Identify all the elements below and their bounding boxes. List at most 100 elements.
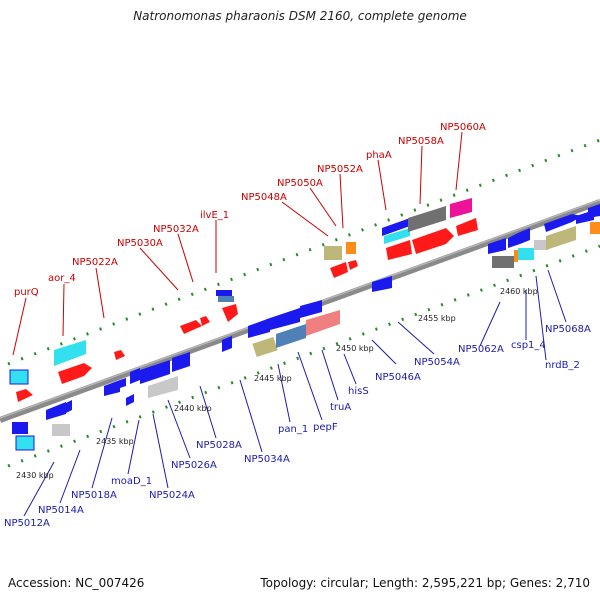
gene-label: NP5062A — [458, 344, 504, 355]
scale-label: 2455 kbp — [418, 314, 456, 323]
gene-np5068a-orange — [590, 222, 600, 234]
gene-label: NP5068A — [545, 324, 591, 335]
gene-label: NP5030A — [117, 238, 163, 249]
gene-truA-pink — [306, 310, 340, 336]
bottom-gene-labels: NP5012A NP5014A NP5018A moaD_1 NP5024A N… — [4, 324, 591, 529]
gene-nrdB2-khaki — [546, 226, 576, 250]
gene-np5012a-blue — [12, 422, 28, 434]
gene-label: NP5014A — [38, 505, 84, 516]
gene-label: hisS — [348, 386, 369, 397]
gene-np5014a-blue — [46, 402, 66, 420]
gene-pepF-khaki — [252, 336, 278, 358]
gene-np5058a-gray — [408, 206, 446, 232]
gene-csp14-orange — [514, 250, 518, 262]
gene-np5060a-red — [456, 218, 478, 236]
gene-moaD1-b — [126, 394, 134, 406]
gene-np5060a-magenta — [450, 198, 472, 218]
forward-strand-genes — [9, 198, 478, 402]
gene-np5034a-blue — [222, 336, 232, 352]
gene-csp14-blue2 — [520, 228, 530, 244]
gene-label: NP5034A — [244, 454, 290, 465]
scale-label: 2440 kbp — [174, 404, 212, 413]
gene-label: NP5028A — [196, 440, 242, 451]
gene-pepF-steel — [276, 324, 306, 348]
gene-purQ-cyan — [9, 369, 29, 385]
gene-np5068a-blue — [544, 214, 582, 232]
gene-np5026a-gray — [148, 376, 178, 398]
gene-label: pan_1 — [278, 424, 308, 435]
gene-edge-blue — [588, 204, 600, 218]
gene-aor4-red — [58, 363, 92, 384]
gene-label: NP5050A — [277, 178, 323, 189]
gene-label: NP5060A — [440, 122, 486, 133]
scale-label: 2450 kbp — [336, 344, 374, 353]
gene-label: NP5018A — [71, 490, 117, 501]
gene-aor4-cyan — [54, 340, 86, 366]
top-gene-labels: purQ aor_4 NP5022A NP5030A NP5032A ilvE_… — [14, 122, 486, 298]
gene-np5030a — [180, 320, 202, 334]
bottom-leader-lines — [23, 269, 567, 517]
scale-labels: 2430 kbp 2435 kbp 2440 kbp 2445 kbp 2450… — [16, 287, 538, 480]
gene-np5018a — [104, 380, 120, 396]
gene-label: NP5012A — [4, 518, 50, 529]
scale-label: 2445 kbp — [254, 374, 292, 383]
scale-label: 2460 kbp — [500, 287, 538, 296]
gene-np5050a-red — [330, 262, 348, 278]
gene-np5062a-gray — [492, 256, 514, 268]
gene-np5022a — [114, 350, 125, 360]
gene-nrdB2-gray — [534, 240, 548, 250]
gene-label: NP5022A — [72, 257, 118, 268]
gene-np5028a-blue — [172, 352, 190, 372]
gene-np5024a-blue — [140, 360, 170, 384]
accession-text: Accession: NC_007426 — [8, 576, 145, 590]
gene-label: NP5024A — [149, 490, 195, 501]
gene-np5058a-red2 — [412, 228, 454, 254]
gene-np5062a-blue — [488, 238, 506, 254]
gene-purQ-a — [16, 389, 33, 402]
gene-label: NP5046A — [375, 372, 421, 383]
gene-np5012a-cyan — [15, 435, 35, 451]
gene-np5048a-khaki — [324, 246, 342, 260]
gene-np5014a-gray — [52, 424, 70, 436]
gene-label: purQ — [14, 287, 39, 298]
gene-np5032a — [200, 316, 210, 326]
gene-np5052a-orange — [346, 242, 356, 254]
reverse-strand-genes — [12, 204, 600, 451]
gene-np5058a-red — [386, 240, 412, 260]
gene-np5014a-blue2 — [64, 400, 72, 414]
genome-summary-text: Topology: circular; Length: 2,595,221 bp… — [260, 576, 590, 590]
gene-label: moaD_1 — [111, 476, 152, 487]
gene-np5050a-red2 — [348, 260, 358, 270]
gene-label: nrdB_2 — [545, 360, 580, 371]
scale-label: 2430 kbp — [16, 471, 54, 480]
gene-phaA-blue — [382, 218, 410, 236]
gene-label: NP5048A — [241, 192, 287, 203]
gene-label: csp1_4 — [511, 340, 546, 351]
gene-label: truA — [330, 402, 351, 413]
gene-label: phaA — [366, 150, 392, 161]
gene-label: NP5054A — [414, 357, 460, 368]
gene-phaA-cyan — [384, 228, 410, 244]
gene-label: ilvE_1 — [200, 210, 229, 221]
gene-label: NP5032A — [153, 224, 199, 235]
gene-hisS-blue — [300, 300, 322, 318]
gene-label: NP5058A — [398, 136, 444, 147]
gene-csp14-cyan — [518, 248, 534, 260]
gene-ilvE1-a — [216, 290, 232, 296]
gene-csp14-blue — [508, 232, 520, 248]
gene-np5024a-blue2 — [130, 368, 140, 384]
gene-label: NP5052A — [317, 164, 363, 175]
gene-ilvE1-b — [218, 296, 234, 302]
gene-pan1-blue — [248, 318, 270, 338]
top-leader-lines — [12, 131, 463, 356]
gene-moaD1-a — [120, 378, 126, 388]
scale-label: 2435 kbp — [96, 437, 134, 446]
gene-label: NP5026A — [171, 460, 217, 471]
gene-pan1-blue2 — [270, 308, 300, 330]
genome-title: Natronomonas pharaonis DSM 2160, complet… — [133, 9, 467, 23]
gene-ilvE1-red — [222, 304, 238, 322]
gene-label: pepF — [313, 422, 338, 433]
gene-label: aor_4 — [48, 273, 76, 284]
gene-np5046a-blue — [372, 276, 392, 292]
